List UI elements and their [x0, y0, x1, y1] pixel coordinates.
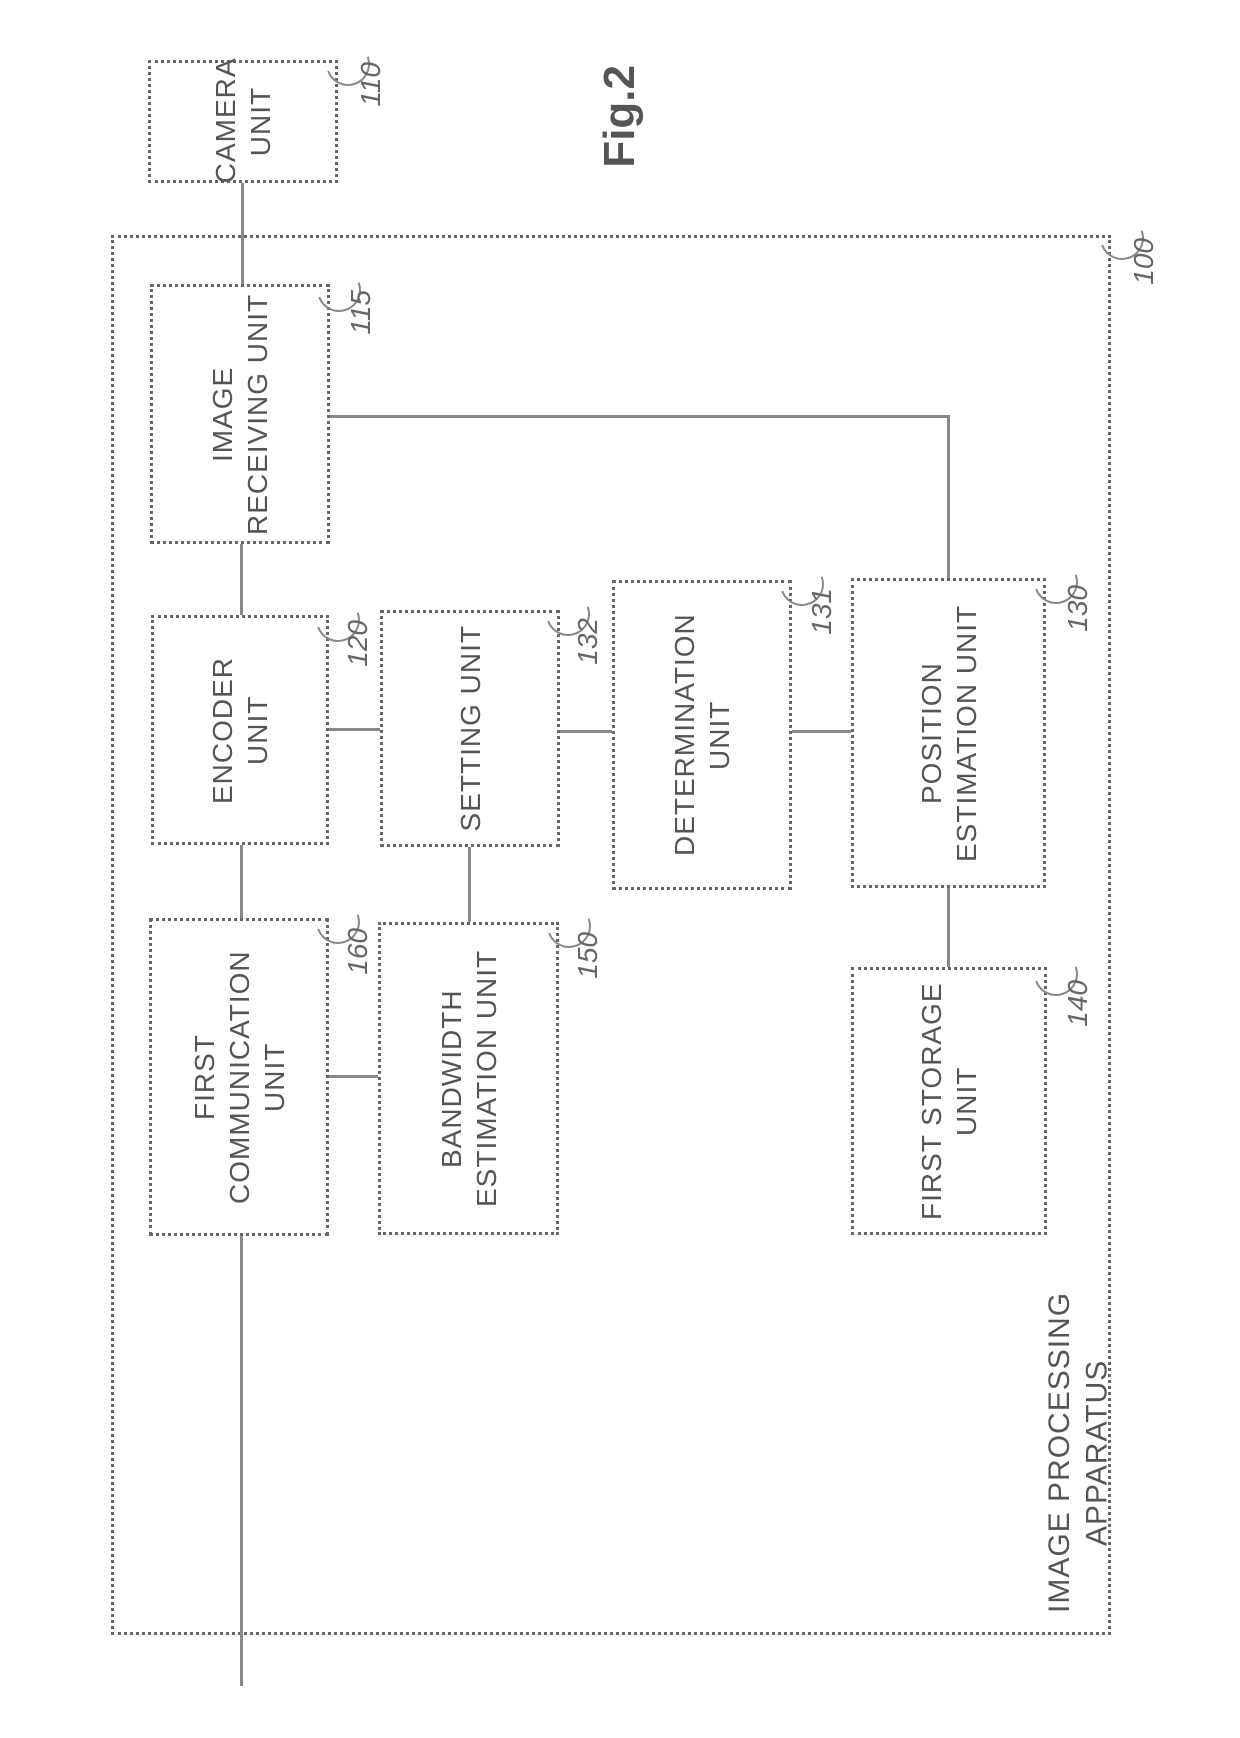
- conn-camera-image: [241, 183, 244, 284]
- conn-comm-out: [240, 1236, 243, 1686]
- refnum-131: 131: [806, 588, 838, 635]
- conn-setting-bandwidth: [468, 847, 471, 922]
- refnum-120: 120: [342, 620, 374, 667]
- block-bandwidth-label: BANDWIDTH ESTIMATION UNIT: [434, 925, 504, 1232]
- figure-label: Fig.2: [595, 65, 645, 168]
- refnum-132: 132: [572, 618, 604, 665]
- block-position-label: POSITION ESTIMATION UNIT: [914, 581, 984, 885]
- block-camera: CAMERA UNIT: [148, 60, 338, 183]
- refnum-150: 150: [572, 932, 604, 979]
- conn-image-encoder: [240, 544, 243, 615]
- block-image-rx: IMAGE RECEIVING UNIT: [150, 284, 330, 544]
- conn-position-storage: [947, 888, 950, 967]
- refnum-110: 110: [355, 62, 387, 107]
- refnum-100: 100: [1128, 238, 1160, 285]
- conn-determination-position: [792, 730, 851, 733]
- conn-bandwidth-comm: [329, 1075, 378, 1078]
- block-encoder: ENCODER UNIT: [151, 615, 329, 845]
- conn-setting-determination: [560, 730, 612, 733]
- conn-image-position-h: [330, 415, 950, 418]
- block-determination-label: DETERMINATION UNIT: [667, 583, 737, 887]
- block-camera-label: CAMERA UNIT: [208, 59, 278, 183]
- block-image-rx-label: IMAGE RECEIVING UNIT: [205, 287, 275, 541]
- conn-image-position-v: [947, 415, 950, 578]
- block-first-comm-label: FIRST COMMUNICATION UNIT: [187, 921, 292, 1233]
- conn-encoder-comm: [240, 845, 243, 918]
- apparatus-label-text: IMAGE PROCESSING APPARATUS: [1041, 1285, 1116, 1620]
- refnum-130: 130: [1062, 585, 1094, 632]
- refnum-160: 160: [342, 928, 374, 975]
- block-determination: DETERMINATION UNIT: [612, 580, 792, 890]
- block-first-storage: FIRST STORAGE UNIT: [851, 967, 1047, 1235]
- block-bandwidth: BANDWIDTH ESTIMATION UNIT: [378, 922, 559, 1235]
- block-first-storage-label: FIRST STORAGE UNIT: [914, 970, 984, 1232]
- refnum-140: 140: [1062, 980, 1094, 1027]
- block-setting-label: SETTING UNIT: [453, 625, 488, 831]
- block-setting: SETTING UNIT: [380, 610, 560, 847]
- block-encoder-label: ENCODER UNIT: [205, 618, 275, 842]
- block-position: POSITION ESTIMATION UNIT: [851, 578, 1046, 888]
- conn-encoder-setting: [329, 728, 380, 731]
- block-first-comm: FIRST COMMUNICATION UNIT: [149, 918, 329, 1236]
- apparatus-label: IMAGE PROCESSING APPARATUS: [1050, 1285, 1106, 1620]
- refnum-115: 115: [345, 290, 377, 335]
- diagram-canvas: Fig.2 IMAGE PROCESSING APPARATUS 100 CAM…: [0, 0, 1240, 1738]
